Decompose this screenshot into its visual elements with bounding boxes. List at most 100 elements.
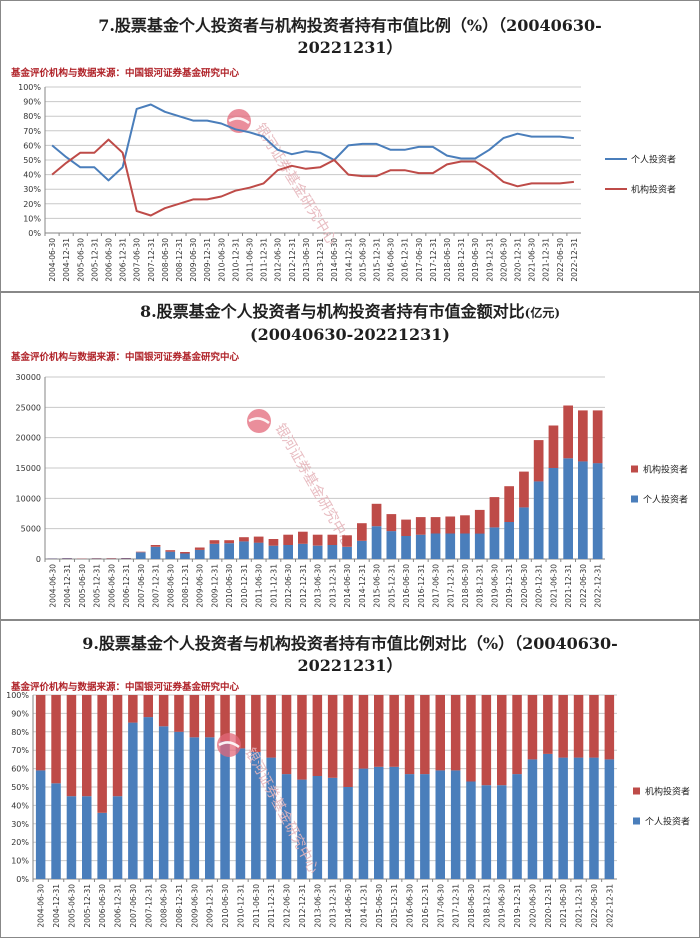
bar-segment	[189, 737, 200, 879]
bar-segment	[194, 547, 205, 550]
watermark-logo-swoosh	[248, 417, 270, 425]
y-tick-label: 60%	[23, 141, 41, 150]
x-tick-label: 2017-06-30	[432, 564, 441, 608]
x-tick-label: 2007-12-31	[147, 238, 156, 282]
bar-segment	[251, 695, 261, 752]
y-tick-label: 5000	[21, 525, 41, 534]
chart-panel-7: 7.股票基金个人投资者与机构投资者持有市值比例（%）（20040630- 202…	[0, 0, 700, 292]
x-tick-label: 2020-06-30	[528, 884, 537, 928]
y-tick-label: 30000	[16, 373, 41, 382]
bar-segment	[174, 731, 184, 879]
bar-segment	[386, 514, 397, 532]
bar-segment	[224, 540, 234, 544]
x-tick-label: 2015-06-30	[375, 884, 384, 928]
bar-segment	[430, 517, 441, 534]
watermark-logo	[217, 733, 241, 757]
bar-segment	[194, 549, 205, 559]
x-tick-label: 2011-12-31	[267, 884, 276, 928]
x-tick-label: 2016-06-30	[387, 238, 396, 282]
y-tick-label: 20000	[16, 434, 41, 443]
bar-segment	[527, 759, 538, 879]
bar-segment	[128, 695, 138, 723]
bar-segment	[527, 695, 538, 760]
bar-segment	[165, 550, 176, 552]
x-tick-label: 2022-12-31	[605, 884, 614, 928]
x-tick-label: 2005-12-31	[83, 884, 92, 928]
x-tick-label: 2018-12-31	[482, 884, 491, 928]
x-tick-label: 2009-06-30	[196, 564, 205, 608]
x-tick-label: 2006-12-31	[114, 884, 123, 928]
x-tick-label: 2006-06-30	[107, 564, 116, 608]
bar-segment	[357, 523, 367, 541]
bar-segment	[253, 536, 264, 543]
bar-segment	[150, 546, 161, 559]
bar-segment	[548, 468, 559, 559]
bar-segment	[281, 695, 292, 775]
bar-segment	[466, 695, 476, 782]
source-note: 基金评价机构与数据来源：中国银河证券基金研究中心	[11, 352, 240, 363]
chart-title-line1: 9.股票基金个人投资者与机构投资者持有市值比例对比（%）（20040630-	[82, 634, 618, 653]
x-tick-label: 2010-12-31	[240, 564, 249, 608]
x-tick-label: 2011-06-30	[252, 884, 261, 928]
bar-segment	[460, 533, 470, 559]
bar-segment	[342, 535, 352, 547]
x-tick-label: 2022-12-31	[570, 238, 579, 282]
x-tick-label: 2005-06-30	[78, 564, 87, 608]
y-tick-label: 40%	[11, 801, 29, 810]
x-tick-label: 2007-06-30	[133, 238, 142, 282]
bar-segment	[589, 757, 599, 879]
x-tick-label: 2013-06-30	[313, 884, 322, 928]
x-tick-label: 2008-06-30	[160, 884, 169, 928]
x-tick-label: 2011-06-30	[255, 564, 264, 608]
x-tick-label: 2017-12-31	[446, 564, 455, 608]
x-tick-label: 2004-06-30	[48, 238, 57, 282]
bar-segment	[404, 695, 415, 775]
bar-segment	[35, 770, 46, 879]
bar-segment	[497, 785, 507, 879]
x-tick-label: 2009-12-31	[206, 884, 215, 928]
x-tick-label: 2004-12-31	[62, 238, 71, 282]
x-tick-label: 2016-06-30	[406, 884, 415, 928]
bar-segment	[312, 545, 323, 559]
chart-title: 8.股票基金个人投资者与机构投资者持有市值金额对比(亿元) (20040630-…	[1, 301, 699, 346]
bar-segment	[504, 486, 514, 522]
x-tick-label: 2008-06-30	[161, 238, 170, 282]
x-tick-label: 2014-06-30	[330, 238, 339, 282]
bar-segment	[106, 558, 117, 559]
bar-segment	[51, 783, 61, 879]
x-tick-label: 2019-06-30	[490, 564, 499, 608]
legend-label: 个人投资者	[631, 154, 676, 166]
x-tick-label: 2020-06-30	[499, 238, 508, 282]
x-tick-label: 2005-12-31	[93, 564, 102, 608]
bar-segment	[97, 812, 107, 879]
x-tick-label: 2017-06-30	[415, 238, 424, 282]
series-line	[51, 138, 575, 217]
x-tick-label: 2009-12-31	[203, 238, 212, 282]
y-tick-label: 20%	[23, 200, 41, 209]
chart-title-line2: 20221231）	[297, 38, 403, 57]
bar-segment	[374, 695, 384, 767]
bar-segment	[239, 541, 249, 559]
bar-segment	[66, 695, 77, 797]
bar-segment	[481, 785, 492, 879]
bar-segment	[592, 410, 603, 464]
bar-segment	[573, 757, 584, 879]
bar-segment	[312, 776, 323, 879]
bar-segment	[327, 777, 338, 879]
x-tick-label: 2022-06-30	[590, 884, 599, 928]
bar-segment	[497, 695, 507, 786]
bar-segment	[371, 503, 382, 527]
y-tick-label: 80%	[11, 728, 29, 737]
x-tick-label: 2010-06-30	[225, 564, 234, 608]
bar-segment	[445, 516, 456, 534]
bar-segment	[543, 753, 553, 879]
x-tick-label: 2018-06-30	[461, 564, 470, 608]
bar-segment	[592, 463, 603, 559]
bar-segment	[135, 552, 146, 559]
bar-segment	[297, 695, 307, 780]
bar-segment	[327, 534, 338, 545]
bar-segment	[82, 796, 92, 879]
chart-panel-9: 9.股票基金个人投资者与机构投资者持有市值比例对比（%）（20040630- 2…	[0, 620, 700, 938]
x-tick-label: 2008-12-31	[175, 884, 184, 928]
bar-segment	[578, 461, 588, 559]
